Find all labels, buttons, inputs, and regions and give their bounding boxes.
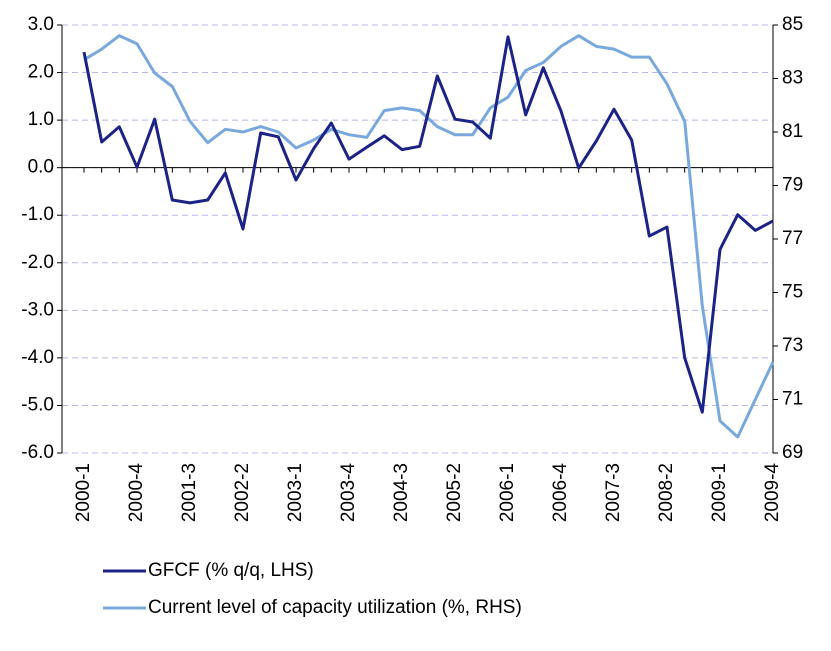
legend-label: Current level of capacity utilization (%… [148, 597, 522, 618]
x-tick-label: 2008-2 [656, 463, 677, 522]
series-line [83, 34, 775, 439]
x-tick-label: 2005-2 [444, 463, 465, 522]
y2-tick-label: 69 [782, 442, 803, 463]
x-tick-label: 2006-1 [497, 463, 518, 522]
x-tick-label: 2007-3 [603, 463, 624, 522]
y-tick-label: 0.0 [28, 157, 54, 178]
y-tick-label: -1.0 [21, 204, 54, 225]
y2-tick-label: 81 [782, 121, 803, 142]
y-tick-label: -5.0 [21, 394, 54, 415]
x-tick-label: 2003-4 [338, 463, 359, 523]
y2-tick-label: 73 [782, 335, 803, 356]
y2-tick-label: 77 [782, 228, 803, 249]
legend-label: GFCF (% q/q, LHS) [148, 560, 314, 581]
y-tick-label: -6.0 [21, 442, 54, 463]
y-tick-label: 1.0 [28, 109, 54, 130]
y2-tick-label: 79 [782, 175, 803, 196]
x-tick-label: 2000-4 [126, 463, 147, 523]
x-tick-label: 2003-1 [285, 463, 306, 522]
y-tick-label: -3.0 [21, 299, 54, 320]
x-tick-label: 2002-2 [232, 463, 253, 522]
y-tick-label: -2.0 [21, 252, 54, 273]
x-tick-label: 2009-1 [709, 463, 730, 522]
x-tick-label: 2004-3 [391, 463, 412, 522]
series-line [82, 35, 774, 414]
y2-tick-label: 83 [782, 68, 803, 89]
x-tick-label: 2000-1 [73, 463, 94, 522]
y2-tick-label: 85 [782, 14, 803, 35]
y-tick-label: 3.0 [28, 14, 54, 35]
y-tick-label: 2.0 [28, 62, 54, 83]
y2-tick-label: 75 [782, 282, 803, 303]
x-tick-label: 2009-4 [762, 463, 783, 523]
y2-tick-label: 71 [782, 389, 803, 410]
x-tick-label: 2006-4 [550, 463, 571, 523]
x-tick-label: 2001-3 [179, 463, 200, 522]
y-tick-label: -4.0 [21, 347, 54, 368]
